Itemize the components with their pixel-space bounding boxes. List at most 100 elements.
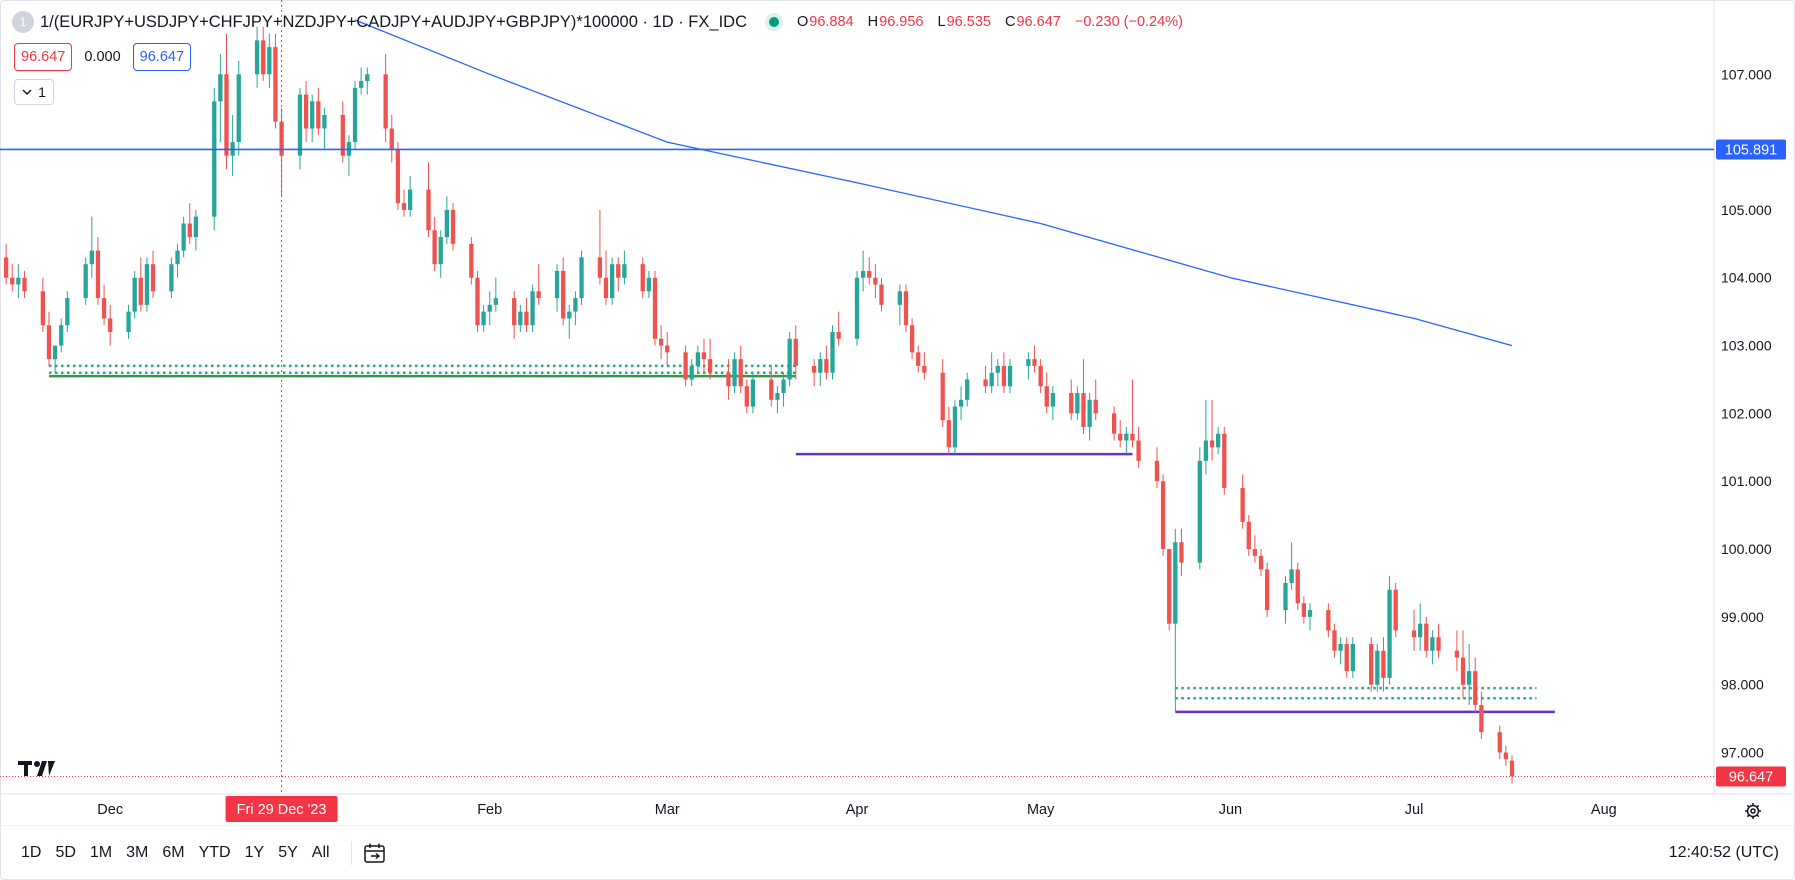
candle[interactable] <box>352 81 358 149</box>
candle[interactable] <box>726 359 731 400</box>
candle[interactable] <box>212 87 217 231</box>
candle[interactable] <box>1326 603 1331 638</box>
candle[interactable] <box>22 270 27 299</box>
candle[interactable] <box>187 203 192 244</box>
candle[interactable] <box>40 277 45 332</box>
indicators-collapse-button[interactable]: 1 <box>14 79 54 105</box>
candle[interactable] <box>579 250 584 305</box>
candle[interactable] <box>640 257 645 299</box>
candle[interactable] <box>1301 596 1307 624</box>
candle[interactable] <box>916 345 921 373</box>
candle[interactable] <box>903 284 909 332</box>
candle[interactable] <box>1001 352 1007 394</box>
candle[interactable] <box>1473 657 1478 712</box>
candle[interactable] <box>824 345 829 380</box>
candle[interactable] <box>310 94 315 143</box>
candle[interactable] <box>444 196 450 244</box>
candle[interactable] <box>597 209 603 285</box>
candle[interactable] <box>1087 393 1092 441</box>
candle[interactable] <box>1424 616 1429 658</box>
candle[interactable] <box>524 298 529 332</box>
candle[interactable] <box>1209 399 1215 461</box>
candle[interactable] <box>1075 386 1080 421</box>
candle[interactable] <box>1197 447 1202 570</box>
candle[interactable] <box>738 345 743 394</box>
candle[interactable] <box>365 67 370 95</box>
candle[interactable] <box>958 386 964 421</box>
candle[interactable] <box>150 250 156 299</box>
candle[interactable] <box>316 87 321 136</box>
candle[interactable] <box>169 257 174 299</box>
settings-gear-icon[interactable] <box>1742 800 1764 822</box>
candle[interactable] <box>683 345 688 387</box>
candle[interactable] <box>95 237 101 305</box>
time-axis[interactable]: Dec Feb Mar Apr May Jun Jul Aug <box>97 802 1616 818</box>
range-button-5y[interactable]: 5Y <box>278 844 298 861</box>
candle[interactable] <box>144 257 150 312</box>
candle[interactable] <box>530 284 535 332</box>
candle[interactable] <box>132 270 137 319</box>
candle[interactable] <box>401 189 407 217</box>
range-button-all[interactable]: All <box>311 844 330 861</box>
candle[interactable] <box>83 257 88 305</box>
candle[interactable] <box>1344 637 1349 678</box>
candle[interactable] <box>175 243 180 278</box>
candle[interactable] <box>1179 528 1184 577</box>
buy-price-button[interactable]: 96.647 <box>132 43 192 71</box>
candle[interactable] <box>1081 359 1086 434</box>
candle[interactable] <box>1497 725 1502 760</box>
candle[interactable] <box>1264 562 1270 617</box>
candle[interactable] <box>383 53 388 143</box>
candle[interactable] <box>946 406 951 455</box>
candle[interactable] <box>1381 637 1386 692</box>
candle[interactable] <box>1032 345 1037 373</box>
candle[interactable] <box>322 108 327 149</box>
candle[interactable] <box>689 359 694 387</box>
candle[interactable] <box>922 352 927 380</box>
candle[interactable] <box>16 264 21 299</box>
candle[interactable] <box>909 318 915 360</box>
candle[interactable] <box>46 311 52 366</box>
candle[interactable] <box>744 379 749 414</box>
range-button-3m[interactable]: 3M <box>126 844 149 861</box>
candle[interactable] <box>873 264 878 299</box>
candle[interactable] <box>573 291 578 326</box>
candle[interactable] <box>340 101 345 163</box>
range-button-1d[interactable]: 1D <box>21 844 42 861</box>
candle[interactable] <box>1375 644 1380 692</box>
candle[interactable] <box>1050 386 1056 421</box>
candle[interactable] <box>1460 630 1466 699</box>
candle[interactable] <box>303 81 309 143</box>
candle[interactable] <box>481 304 486 332</box>
market-status-icon[interactable] <box>768 17 779 27</box>
candle[interactable] <box>989 352 994 394</box>
candle[interactable] <box>297 87 303 170</box>
candle[interactable] <box>1289 542 1294 590</box>
candle[interactable] <box>89 216 94 278</box>
candle[interactable] <box>10 264 15 292</box>
candle[interactable] <box>567 304 572 339</box>
candle[interactable] <box>438 230 443 278</box>
candle[interactable] <box>812 359 817 387</box>
candle[interactable] <box>793 325 798 380</box>
candle[interactable] <box>1038 359 1043 394</box>
candle[interactable] <box>475 270 480 332</box>
candle[interactable] <box>1252 535 1258 563</box>
candle[interactable] <box>1093 379 1098 421</box>
candle[interactable] <box>1124 426 1129 455</box>
candle[interactable] <box>1503 745 1509 767</box>
candle[interactable] <box>1044 372 1049 414</box>
candle[interactable] <box>267 33 272 88</box>
utc-clock[interactable]: 12:40:52 (UTC) <box>1668 844 1779 861</box>
candle[interactable] <box>1338 637 1343 665</box>
candle[interactable] <box>732 352 737 394</box>
candle[interactable] <box>469 237 474 285</box>
tradingview-logo[interactable] <box>18 757 56 785</box>
candles[interactable] <box>3 26 1515 784</box>
candle[interactable] <box>432 216 437 271</box>
candle[interactable] <box>236 60 241 156</box>
candle[interactable] <box>493 277 498 312</box>
candle[interactable] <box>273 33 278 129</box>
candle[interactable] <box>218 53 223 143</box>
candle[interactable] <box>836 311 841 346</box>
